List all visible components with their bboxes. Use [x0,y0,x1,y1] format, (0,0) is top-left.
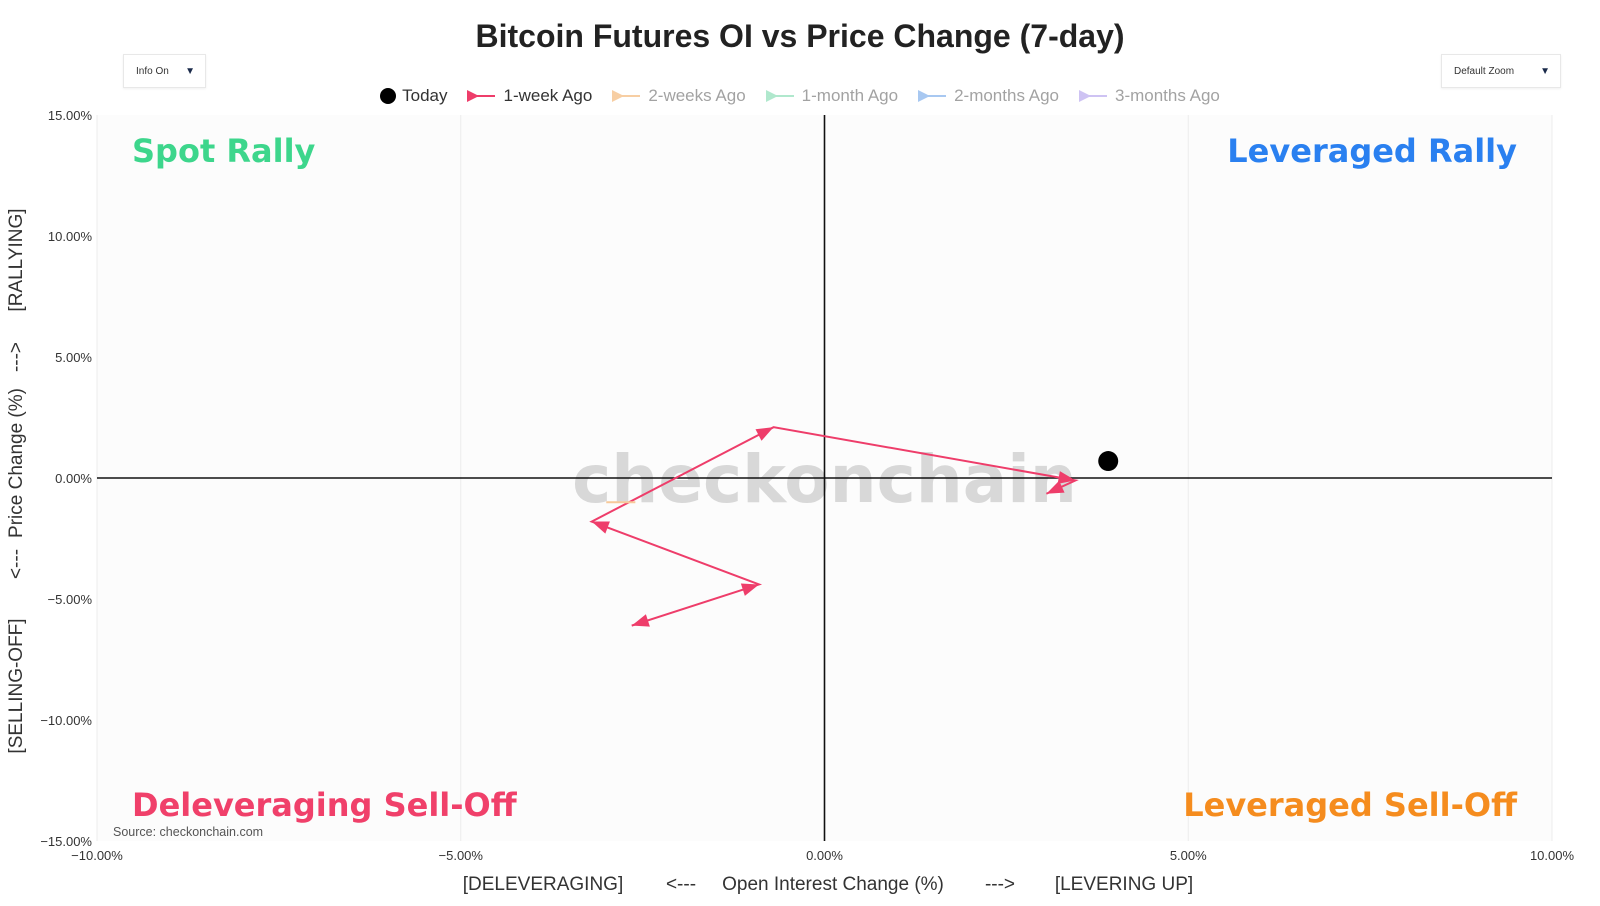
quadrant-labels: Spot Rally Leveraged Rally Deleveraging Se… [132,132,1518,824]
legend-label: 1-month Ago [801,86,899,105]
quadrant-label: Spot Rally [132,132,316,170]
dot-icon [380,88,397,104]
x-axis-title-part: [LEVERING UP] [1055,874,1193,895]
arrow-line-icon [1078,90,1107,102]
axes [97,115,1552,841]
arrow-line-icon [467,90,496,102]
y-axis-title-part: [RALLYING] [6,208,27,311]
arrowhead [740,583,760,596]
zoom-dropdown[interactable]: Default Zoom ▼ [1441,54,1561,88]
x-tick-label: 5.00% [1170,848,1207,863]
arrow-line-icon [765,90,794,102]
tick-labels: −10.00% −5.00% 0.00% 5.00% 10.00%−15.00%−10.… [40,108,1574,863]
chart-legend: Today 1-week Ago 2-weeks Ago 1-month Ago… [0,86,1600,106]
info-toggle-label: Info On [136,65,169,77]
arrow-line-icon [918,90,947,102]
y-axis-title: [SELLING-OFF] <--- Price Change (%) ---> [RA… [6,208,27,753]
quadrant-label: Deleveraging Sell-Off [132,786,518,824]
quadrant-label: Leveraged Rally [1227,132,1517,170]
y-axis-title-part: <--- [6,549,27,579]
x-axis-title: [DELEVERAGING] <--- Open Interest Change (… [463,874,1193,895]
legend-label: 2-weeks Ago [648,86,746,105]
y-tick-label: 10.00% [48,229,93,244]
x-axis-title-part: [DELEVERAGING] [463,874,624,895]
y-axis-title-part: ---> [6,342,27,372]
arrowhead [591,521,610,534]
x-axis-title-part: Open Interest Change (%) [722,874,944,895]
arrowhead [1046,480,1065,494]
arrowhead [755,427,774,441]
legend-item-3-months[interactable]: 3-months Ago [1077,86,1220,106]
legend-item-today[interactable]: Today [380,86,447,106]
y-tick-label: 5.00% [55,350,92,365]
legend-item-2-months[interactable]: 2-months Ago [916,86,1059,106]
chart-title: Bitcoin Futures OI vs Price Change (7-da… [475,18,1125,54]
chevron-down-icon: ▼ [1540,65,1550,77]
info-toggle-dropdown[interactable]: Info On ▼ [123,54,206,88]
arrow-line-icon [612,90,641,102]
x-tick-label: −5.00% [439,848,484,863]
legend-item-1-month[interactable]: 1-month Ago [764,86,898,106]
arrowhead [1057,471,1076,484]
legend-label: 2-months Ago [954,86,1059,105]
x-axis-title-part: ---> [985,874,1015,895]
x-tick-label: 10.00% [1530,848,1575,863]
x-axis-title-part: <--- [666,874,696,895]
x-tick-label: 0.00% [806,848,843,863]
y-tick-label: 0.00% [55,471,92,486]
y-tick-label: 15.00% [48,108,93,123]
data-point-today [1098,451,1119,472]
chevron-down-icon: ▼ [185,65,195,77]
quadrant-label: Leveraged Sell-Off [1183,786,1518,824]
arrowhead [631,614,650,627]
zoom-label: Default Zoom [1454,65,1515,77]
legend-item-1-week[interactable]: 1-week Ago [465,86,592,106]
y-tick-label: −15.00% [40,834,92,849]
data-series [589,426,1119,627]
y-axis-title-part: Price Change (%) [6,388,27,538]
y-tick-label: −5.00% [48,592,93,607]
y-tick-label: −10.00% [40,713,92,728]
source-label: Source: checkonchain.com [113,825,263,839]
legend-label: 1-week Ago [503,86,593,105]
legend-item-2-weeks[interactable]: 2-weeks Ago [610,86,746,106]
x-tick-label: −10.00% [71,848,123,863]
legend-label: Today [402,86,448,105]
y-axis-title-part: [SELLING-OFF] [6,618,27,753]
series-line-1-week [589,426,1079,627]
legend-label: 3-months Ago [1114,86,1220,105]
